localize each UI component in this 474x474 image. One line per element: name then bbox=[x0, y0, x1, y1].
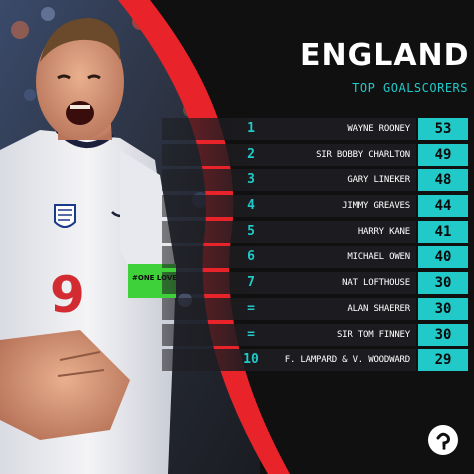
table-row: 3 GARY LINEKER 48 bbox=[162, 169, 468, 192]
row-background bbox=[162, 323, 416, 346]
player-name-cell: HARRY KANE bbox=[357, 226, 410, 237]
player-name-cell: SIR TOM FINNEY bbox=[336, 329, 410, 340]
svg-text:#ONE LOVE: #ONE LOVE bbox=[132, 274, 177, 282]
brand-logo-icon bbox=[428, 425, 458, 455]
table-row: 4 JIMMY GREAVES 44 bbox=[162, 195, 468, 218]
goals-cell: 29 bbox=[418, 349, 468, 372]
row-background bbox=[162, 349, 416, 372]
page-subtitle: TOP GOALSCORERS bbox=[352, 81, 468, 95]
goals-cell: 30 bbox=[418, 272, 468, 295]
table-row: 7 NAT LOFTHOUSE 30 bbox=[162, 272, 468, 295]
goals-cell: 40 bbox=[418, 246, 468, 269]
table-row: 2 SIR BOBBY CHARLTON 49 bbox=[162, 143, 468, 166]
player-name-cell: WAYNE ROONEY bbox=[347, 124, 410, 134]
player-name-cell: SIR BOBBY CHARLTON bbox=[316, 149, 410, 160]
rank-cell: = bbox=[247, 300, 255, 316]
rank-cell: 1 bbox=[247, 121, 255, 136]
row-background bbox=[162, 297, 416, 320]
player-name-cell: F. LAMPARD & V. WOODWARD bbox=[284, 355, 410, 366]
goals-cell: 41 bbox=[418, 220, 468, 243]
rank-cell: = bbox=[247, 326, 255, 342]
rank-cell: 3 bbox=[247, 172, 255, 188]
table-row: = SIR TOM FINNEY 30 bbox=[162, 323, 468, 346]
row-background bbox=[162, 246, 416, 269]
goalscorers-table: 1 WAYNE ROONEY 53 2 SIR BOBBY CHARLTON 4… bbox=[162, 118, 468, 375]
table-row: 1 WAYNE ROONEY 53 bbox=[162, 118, 468, 140]
row-background bbox=[162, 118, 416, 140]
goals-cell: 44 bbox=[418, 195, 468, 218]
player-name-cell: JIMMY GREAVES bbox=[342, 201, 410, 212]
row-background bbox=[162, 169, 416, 192]
rank-cell: 7 bbox=[247, 275, 255, 291]
row-background bbox=[162, 195, 416, 218]
row-background bbox=[162, 143, 416, 166]
player-name-cell: GARY LINEKER bbox=[347, 175, 410, 186]
brand-logo-glyph-icon bbox=[433, 430, 453, 450]
table-row: = ALAN SHAERER 30 bbox=[162, 297, 468, 320]
goals-cell: 48 bbox=[418, 169, 468, 192]
table-row: 10 F. LAMPARD & V. WOODWARD 29 bbox=[162, 349, 468, 372]
goals-cell: 53 bbox=[418, 118, 468, 140]
page-title: ENGLAND bbox=[300, 38, 470, 73]
table-row: 5 HARRY KANE 41 bbox=[162, 220, 468, 243]
rank-cell: 2 bbox=[247, 146, 255, 162]
row-background bbox=[162, 220, 416, 243]
rank-cell: 5 bbox=[247, 223, 255, 239]
goals-cell: 30 bbox=[418, 323, 468, 346]
goals-cell: 30 bbox=[418, 297, 468, 320]
player-name-cell: NAT LOFTHOUSE bbox=[342, 278, 410, 289]
rank-cell: 10 bbox=[243, 352, 259, 368]
rank-cell: 6 bbox=[247, 249, 255, 265]
rank-cell: 4 bbox=[247, 198, 255, 214]
table-row: 6 MICHAEL OWEN 40 bbox=[162, 246, 468, 269]
row-background bbox=[162, 272, 416, 295]
player-name-cell: MICHAEL OWEN bbox=[347, 252, 410, 263]
svg-text:9: 9 bbox=[50, 266, 85, 324]
player-name-cell: ALAN SHAERER bbox=[347, 303, 410, 314]
goals-cell: 49 bbox=[418, 143, 468, 166]
